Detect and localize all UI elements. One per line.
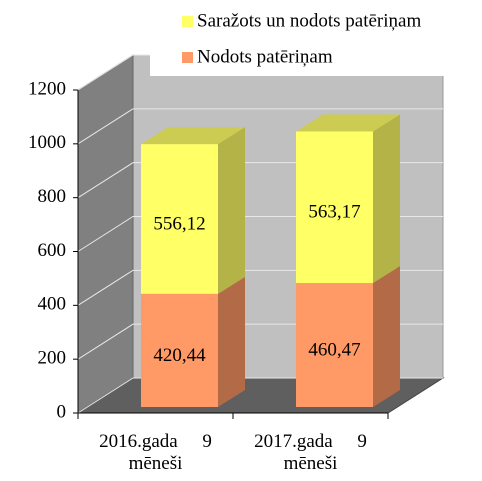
data-label: 460,47 [308,339,360,360]
x-tick-label: 2017.gada 9 mēneši [254,431,367,474]
y-tick-label: 600 [38,240,67,261]
legend-box [150,0,482,76]
x-tick-label: 2016.gada 9 mēneši [99,431,212,474]
data-label: 420,44 [153,345,206,366]
data-label: 556,12 [153,213,205,234]
bar-top [296,114,400,132]
y-tick-label: 1000 [28,132,66,153]
bar-side [218,276,245,407]
bar [296,131,373,284]
bar-top [141,127,245,145]
legend-swatch [182,16,193,27]
y-tick-label: 400 [38,294,67,315]
y-tick-label: 200 [38,348,67,369]
y-tick-label: 800 [38,186,67,207]
y-tick-label: 0 [57,401,67,422]
legend-label: Nodots patēriņam [197,46,333,67]
bar-side [373,114,400,284]
y-tick-label: 1200 [28,78,66,99]
legend-swatch [182,52,193,63]
bar-side [373,266,400,407]
bar [141,144,218,294]
bar-side [218,127,245,294]
grid-line [77,108,443,145]
bar [141,293,218,407]
bar [296,283,373,407]
data-label: 563,17 [308,202,360,223]
legend-label: Saražots un nodots patēriņam [197,10,421,31]
